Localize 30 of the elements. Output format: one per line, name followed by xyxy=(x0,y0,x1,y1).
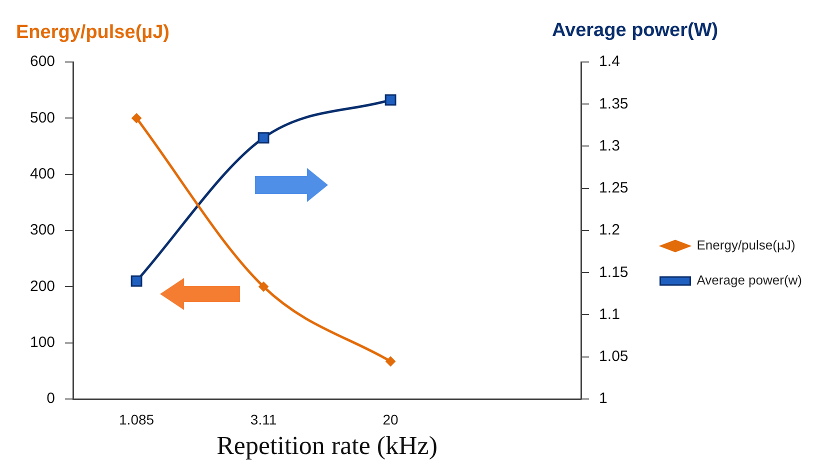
y2-tick-label: 1.05 xyxy=(599,348,628,366)
x-axis-title: Repetition rate (kHz) xyxy=(216,431,438,460)
y-tick-label: 300 xyxy=(30,222,56,239)
legend-label: Average power(w) xyxy=(696,272,802,288)
x-tick-label: 1.085 xyxy=(119,411,154,428)
x-tick-label: 3.11 xyxy=(250,411,277,428)
y2-tick-label: 1.1 xyxy=(599,306,620,323)
y2-tick-label: 1 xyxy=(599,390,608,408)
y2-tick-label: 1.25 xyxy=(599,180,628,197)
point xyxy=(384,94,396,106)
y-tick-label: 500 xyxy=(30,109,56,126)
point xyxy=(258,132,270,144)
y-tick-label: 0 xyxy=(46,390,56,408)
point xyxy=(258,282,269,292)
point xyxy=(132,113,142,124)
legend-label: Energy/pulse(µJ) xyxy=(696,238,796,253)
y-tick-label: 400 xyxy=(30,165,56,182)
point xyxy=(130,275,142,287)
y2-tick-label: 1.15 xyxy=(599,264,628,281)
y2-axis-title: Average power(W) xyxy=(552,20,718,42)
y2-tick-label: 1.2 xyxy=(599,222,620,239)
y-tick-label: 600 xyxy=(30,53,56,70)
y2-tick-label: 1.3 xyxy=(599,137,620,154)
y2-tick-label: 1.35 xyxy=(599,95,628,112)
point xyxy=(386,356,396,366)
y-tick-label: 200 xyxy=(30,278,56,295)
y-tick-label: 100 xyxy=(30,334,56,351)
x-tick-label: 20 xyxy=(382,411,399,428)
y2-tick-label: 1.4 xyxy=(599,53,620,70)
y-axis-title: Energy/pulse(µJ) xyxy=(16,22,170,44)
